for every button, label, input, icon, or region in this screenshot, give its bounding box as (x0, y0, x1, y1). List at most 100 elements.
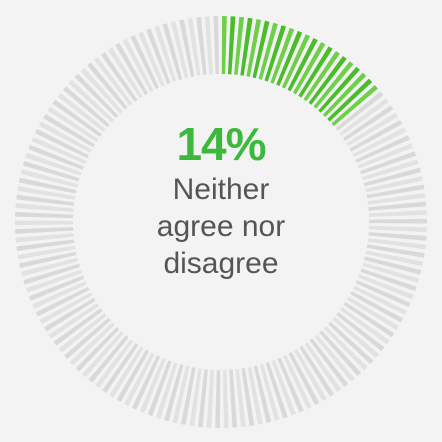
donut-segment-track (283, 354, 312, 410)
donut-segment-track (154, 25, 177, 82)
donut-segment-track (35, 286, 90, 317)
donut-segment-filled (318, 66, 360, 113)
donut-segment-track (155, 362, 178, 419)
donut-segment-filled (292, 42, 326, 95)
donut-segment-filled (331, 84, 378, 127)
donut-segment-track (16, 194, 75, 206)
donut-segment-track (335, 91, 384, 131)
donut-segment-track (15, 233, 74, 243)
donut-segment-track (146, 28, 171, 85)
donut-segment-track (368, 201, 427, 211)
donut-segment-filled (246, 19, 262, 77)
donut-segment-track (95, 339, 134, 389)
donut-segment-track (69, 322, 115, 366)
donut-segment-track (271, 359, 296, 416)
donut-segment-track (15, 211, 74, 219)
donut-segment-track (342, 105, 394, 141)
donut-segment-track (47, 106, 99, 143)
donut-segment-track (352, 127, 407, 158)
donut-segment-track (197, 369, 208, 428)
donut-segment-track (53, 308, 103, 346)
donut-segment-filled (221, 16, 227, 75)
donut-segment-track (309, 338, 349, 387)
donut-segment-track (336, 312, 385, 352)
donut-segment-track (44, 297, 96, 332)
donut-segment-track (22, 161, 80, 182)
donut-segment-track (366, 184, 425, 199)
donut-segment-track (196, 16, 207, 76)
donut-segment-track (139, 358, 166, 414)
donut-segment-filled (327, 78, 373, 122)
donut-segment-track (265, 362, 288, 419)
donut-segment-track (23, 263, 81, 285)
donut-segment-track (314, 334, 355, 382)
donut-segment-track (52, 99, 102, 137)
percent-value: 14% (176, 118, 266, 170)
donut-segment-track (339, 98, 389, 136)
donut-segment-track (43, 114, 95, 148)
donut-segment-track (364, 256, 422, 275)
donut-segment-track (204, 16, 213, 75)
donut-segment-track (100, 51, 138, 102)
donut-segment-track (15, 227, 74, 234)
donut-segment-track (347, 296, 399, 330)
donut-segment-track (223, 369, 229, 428)
donut-segment-filled (270, 27, 295, 84)
donut-segment-track (206, 369, 215, 428)
donut-segment-track (355, 280, 411, 308)
donut-segment-track (363, 167, 421, 187)
donut-segment-track (38, 121, 92, 153)
donut-segment-filled (298, 46, 333, 98)
donut-segment-track (299, 345, 335, 397)
donut-segment-track (74, 73, 119, 118)
donut-segment-track (93, 57, 133, 106)
donut-segment-track (215, 369, 221, 428)
donut-segment-track (247, 366, 263, 425)
donut-segment-track (88, 335, 129, 383)
donut-segment-filled (276, 30, 303, 86)
donut-segment-track (361, 159, 419, 181)
donut-segment-track (353, 285, 407, 315)
donut-segment-track (64, 317, 111, 360)
donut-segment-filled (313, 61, 354, 109)
donut-segment-track (35, 129, 89, 159)
donut-segment-track (80, 67, 123, 114)
donut-segment-track (68, 79, 114, 123)
donut-segment-track (15, 203, 74, 212)
donut-segment-filled (308, 55, 347, 105)
donut-segment-track (102, 342, 139, 393)
donut-segment-track (323, 326, 368, 371)
donut-segment-filled (252, 20, 270, 79)
donut-segment-track (180, 367, 196, 425)
donut-segment-filled (303, 51, 340, 102)
donut-segment-track (319, 330, 362, 377)
donut-segment-track (28, 144, 84, 170)
donut-segment-track (17, 245, 76, 260)
donut-segment-track (304, 342, 342, 393)
donut-segment-track (189, 368, 202, 427)
donut-segment-track (366, 244, 425, 258)
donut-segment-track (187, 17, 201, 76)
donut-segment-track (343, 301, 395, 338)
donut-segment-track (107, 47, 143, 99)
donut-segment-track (288, 352, 320, 406)
donut-segment-track (172, 365, 190, 424)
donut-segment-track (355, 135, 410, 163)
donut-segment-track (16, 239, 75, 252)
donut-segment-track (340, 307, 390, 345)
donut-segment-track (31, 136, 87, 164)
donut-segment-track (277, 357, 304, 413)
donut-segment-track (18, 177, 77, 194)
donut-segment-track (15, 220, 74, 226)
donut-segment-track (28, 275, 85, 301)
donut-segment-filled (240, 17, 253, 76)
donut-segment-track (179, 19, 195, 78)
donut-segment-track (358, 274, 414, 300)
donut-segment-track (350, 291, 404, 323)
donut-segment-track (122, 38, 154, 92)
donut-segment-track (253, 365, 272, 423)
donut-segment-track (294, 348, 327, 402)
donut-segment-track (332, 316, 380, 358)
donut-segment-track (48, 303, 100, 339)
